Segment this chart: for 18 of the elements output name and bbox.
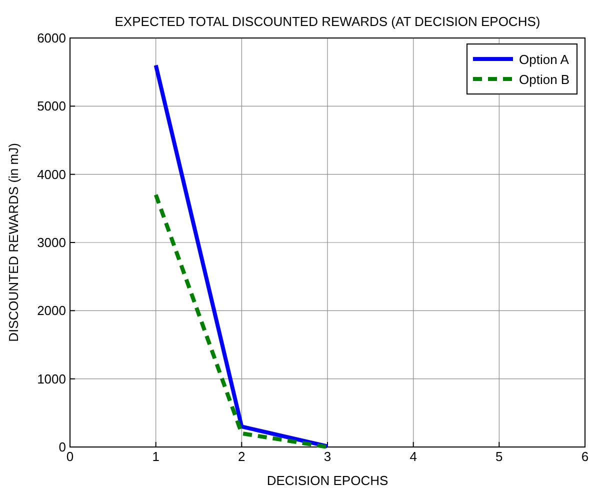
y-tick-label: 4000 [37, 166, 66, 182]
y-tick-label: 2000 [37, 303, 66, 318]
chart-title: EXPECTED TOTAL DISCOUNTED REWARDS (AT DECISION EPOCHS) [114, 14, 540, 29]
x-axis-title: DECISION EPOCHS [266, 473, 389, 488]
x-tick-label: 4 [410, 449, 417, 464]
x-tick-label: 5 [496, 449, 503, 464]
x-tick-label: 1 [152, 449, 160, 464]
y-tick-label: 5000 [37, 98, 66, 114]
y-tick-label: 3000 [37, 235, 66, 250]
x-tick-label: 3 [324, 449, 332, 464]
y-tick-label: 0 [58, 440, 66, 454]
x-tick-label: 2 [238, 449, 246, 464]
legend-label: Option B [519, 72, 570, 87]
y-tick-label: 6000 [37, 30, 66, 46]
y-axis-title: DISCOUNTED REWARDS (in mJ) [6, 143, 21, 342]
y-tick-label: 1000 [37, 371, 66, 386]
x-tick-label: 6 [581, 449, 589, 464]
legend-label: Option A [519, 52, 570, 67]
